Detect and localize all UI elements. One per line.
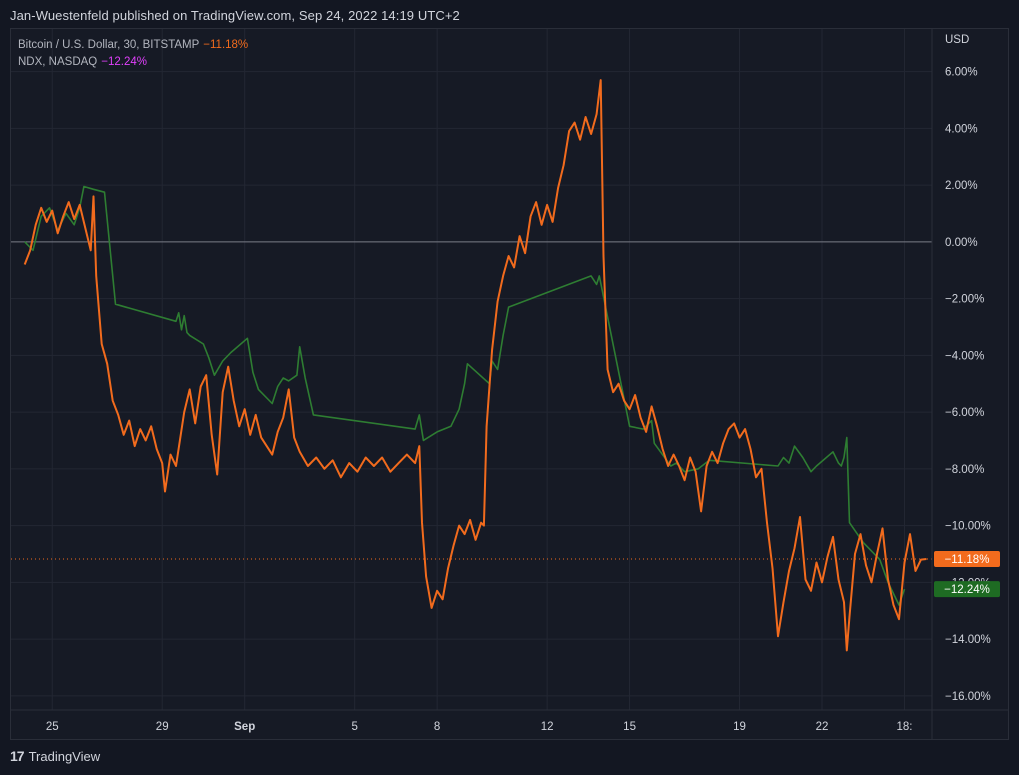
tradingview-logo[interactable]: 17 TradingView [10, 748, 100, 764]
chart-frame[interactable] [10, 28, 1009, 740]
legend-ndx-change: −12.24% [101, 56, 147, 68]
x-tick-label: 29 [156, 721, 169, 733]
ndx-line[interactable] [24, 185, 906, 606]
tradingview-brand: TradingView [28, 748, 101, 764]
x-tick-label: 12 [541, 721, 554, 733]
x-tick-label: 19 [733, 721, 746, 733]
y-tick-label: 4.00% [945, 123, 978, 135]
axis-layer: 6.00% 4.00% 2.00% 0.00% −2.00% −4.00% −6.00% −8… [11, 29, 1008, 739]
y-tick-label: 0.00% [945, 237, 978, 249]
y-tick-label: 6.00% [945, 67, 978, 79]
y-tick-label: −10.00% [945, 521, 991, 533]
legend-ndx[interactable]: NDX, NASDAQ −12.24% [18, 56, 147, 68]
y-tick-label: −2.00% [945, 294, 984, 306]
y-tick-label: −14.00% [945, 634, 991, 646]
legend-ndx-name: NDX, NASDAQ [18, 56, 98, 68]
legend-btc-name: Bitcoin / U.S. Dollar, 30, BITSTAMP [18, 39, 200, 51]
grid-layer [11, 29, 932, 710]
y-tick-label: −6.00% [945, 407, 984, 419]
y-tick-label: −16.00% [945, 691, 991, 703]
x-tick-label: Sep [234, 721, 255, 733]
x-tick-label: 25 [46, 721, 59, 733]
series-layer [23, 79, 927, 652]
price-labels: −11.18% −12.24% [934, 551, 1000, 598]
btc-last-value-tag: −11.18% [934, 551, 1000, 568]
y-tick-label: −4.00% [945, 350, 984, 362]
last-value-text: −12.24% [944, 584, 990, 596]
legend-btc-change: −11.18% [203, 39, 249, 51]
x-tick-label: 15 [623, 721, 636, 733]
tradingview-icon: 17 [10, 748, 25, 764]
publisher-caption: Jan-Wuestenfeld published on TradingView… [10, 8, 460, 23]
ndx-last-value-tag: −12.24% [934, 581, 1000, 598]
y-tick-label: −8.00% [945, 464, 984, 476]
x-tick-label: 22 [816, 721, 829, 733]
currency-unit[interactable]: USD [945, 34, 970, 46]
btc-line[interactable] [23, 79, 927, 652]
x-tick-label: 18: [897, 721, 913, 733]
legend-btc[interactable]: Bitcoin / U.S. Dollar, 30, BITSTAMP −11.1… [18, 39, 248, 51]
last-value-text: −11.18% [945, 554, 990, 566]
y-tick-label: 2.00% [945, 180, 978, 192]
x-tick-label: 5 [351, 721, 357, 733]
x-tick-label: 8 [434, 721, 440, 733]
